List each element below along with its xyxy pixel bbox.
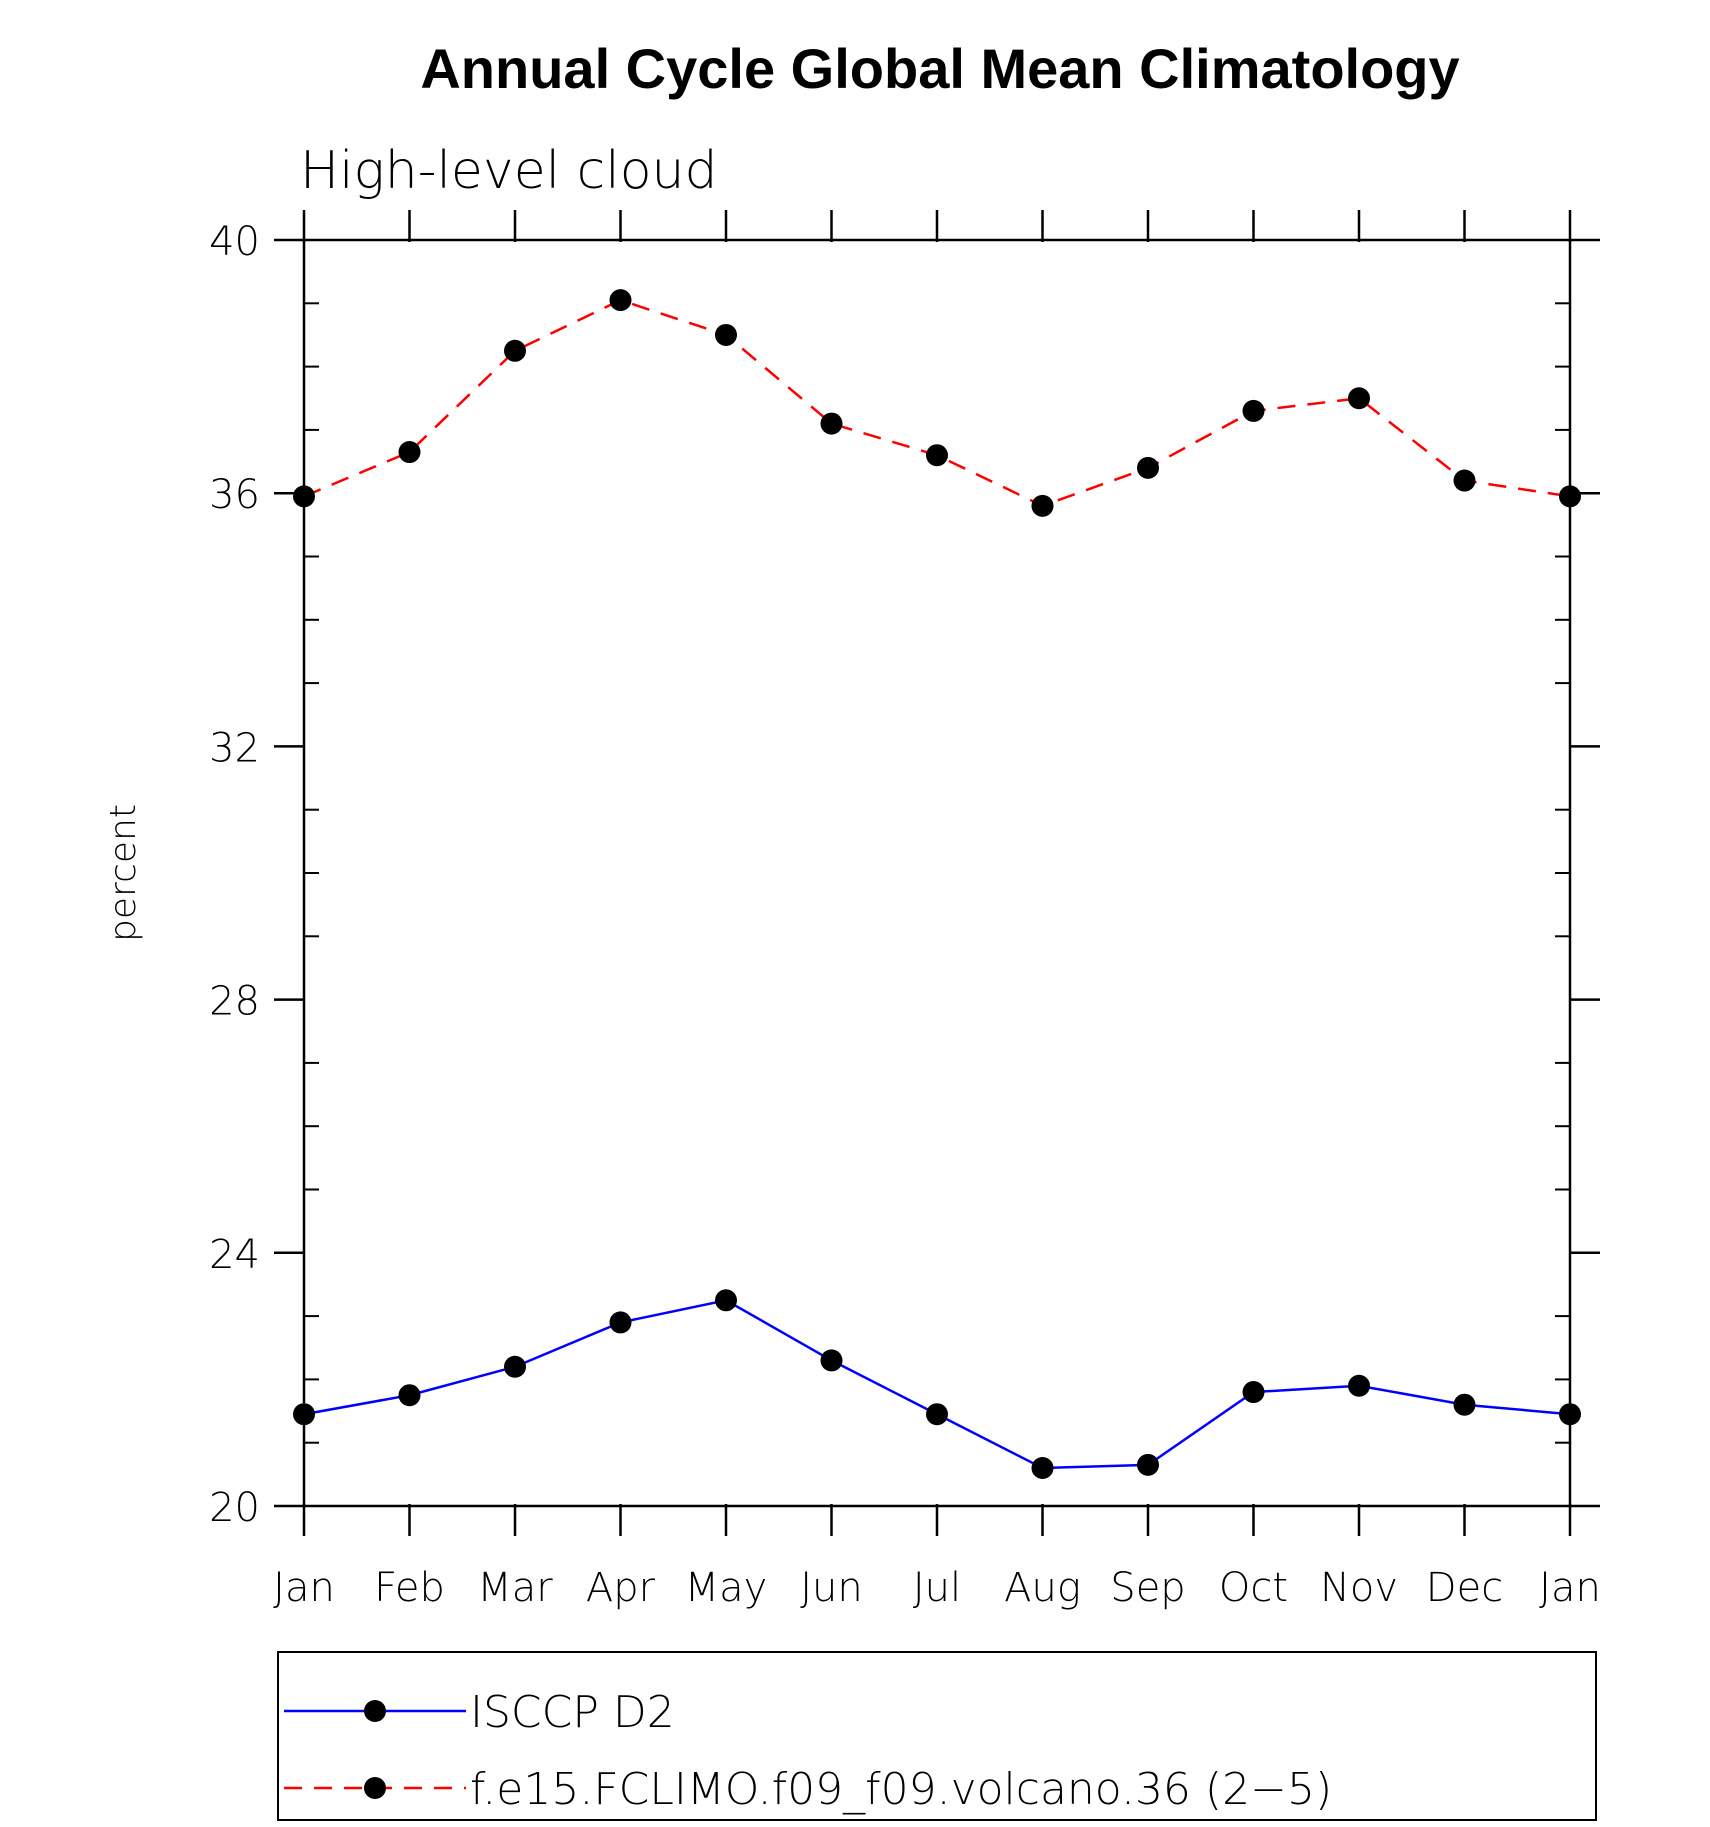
legend-box: [277, 1651, 1597, 1821]
plot-frame: [302, 238, 1572, 1508]
chart-title: Annual Cycle Global Mean Climatology: [420, 37, 1459, 100]
x-tick-label: Oct: [1219, 1565, 1288, 1611]
x-tick-label: Jul: [913, 1565, 961, 1611]
x-tick-label: Jun: [800, 1565, 863, 1611]
data-point: [1031, 1457, 1054, 1480]
legend: ISCCP D2 f.e15.FCLIMO.f09_f09.volcano.36 …: [277, 1651, 1597, 1821]
data-point: [398, 1384, 421, 1407]
data-point: [1242, 1381, 1265, 1404]
legend-marker: [364, 1700, 386, 1722]
y-tick-label: 32: [209, 725, 260, 771]
legend-label: ISCCP D2: [470, 1687, 675, 1738]
series-layer: [293, 289, 1581, 1480]
series-line-2: [303, 298, 1571, 508]
x-tick-label: Aug: [1004, 1565, 1081, 1611]
data-point: [293, 485, 315, 508]
data-point: [293, 1403, 315, 1426]
chart-subtitle: High-level cloud: [300, 141, 717, 201]
data-point: [715, 323, 737, 346]
x-tick-label: Sep: [1110, 1565, 1185, 1611]
x-tick-label: Mar: [477, 1565, 553, 1611]
y-tick-label: 36: [209, 472, 260, 518]
data-point: [1242, 399, 1265, 422]
y-tick-label: 24: [209, 1232, 260, 1278]
data-point: [1348, 1374, 1370, 1397]
data-point: [820, 412, 843, 435]
x-tick-label: Apr: [586, 1565, 656, 1611]
data-point: [1137, 456, 1159, 479]
x-tick-label: Dec: [1426, 1565, 1503, 1611]
data-point: [504, 339, 526, 362]
data-point: [1453, 1393, 1476, 1416]
data-point: [715, 1289, 737, 1312]
y-tick-label: 20: [209, 1485, 260, 1531]
axis-ticks: Jan Feb Mar Apr May Jun Jul Aug Sep Oct Nov Dec Jan 2…: [209, 210, 1601, 1611]
x-tick-label: Feb: [374, 1565, 445, 1611]
legend-label: f.e15.FCLIMO.f09_f09.volcano.36 (2−5): [470, 1764, 1332, 1815]
data-point: [398, 441, 421, 464]
data-point: [820, 1349, 843, 1372]
data-point: [1559, 1403, 1581, 1426]
data-point: [609, 289, 632, 312]
x-tick-label: Jan: [273, 1565, 335, 1611]
data-point: [1137, 1453, 1159, 1476]
data-point: [1559, 485, 1581, 508]
y-tick-label: 40: [209, 219, 260, 265]
legend-marker: [364, 1777, 386, 1799]
data-point: [1031, 494, 1054, 517]
y-tick-label: 28: [209, 979, 260, 1025]
data-point: [926, 1403, 948, 1426]
x-tick-label: Jan: [1539, 1565, 1601, 1611]
x-tick-label: May: [685, 1565, 768, 1611]
data-point: [504, 1355, 526, 1378]
series-line-1: [303, 1298, 1571, 1470]
x-tick-label: Nov: [1320, 1565, 1398, 1611]
data-point: [1348, 387, 1370, 410]
data-point: [926, 444, 948, 467]
data-point: [609, 1311, 632, 1334]
data-point: [1453, 469, 1476, 492]
y-axis-label: percent: [103, 804, 144, 942]
